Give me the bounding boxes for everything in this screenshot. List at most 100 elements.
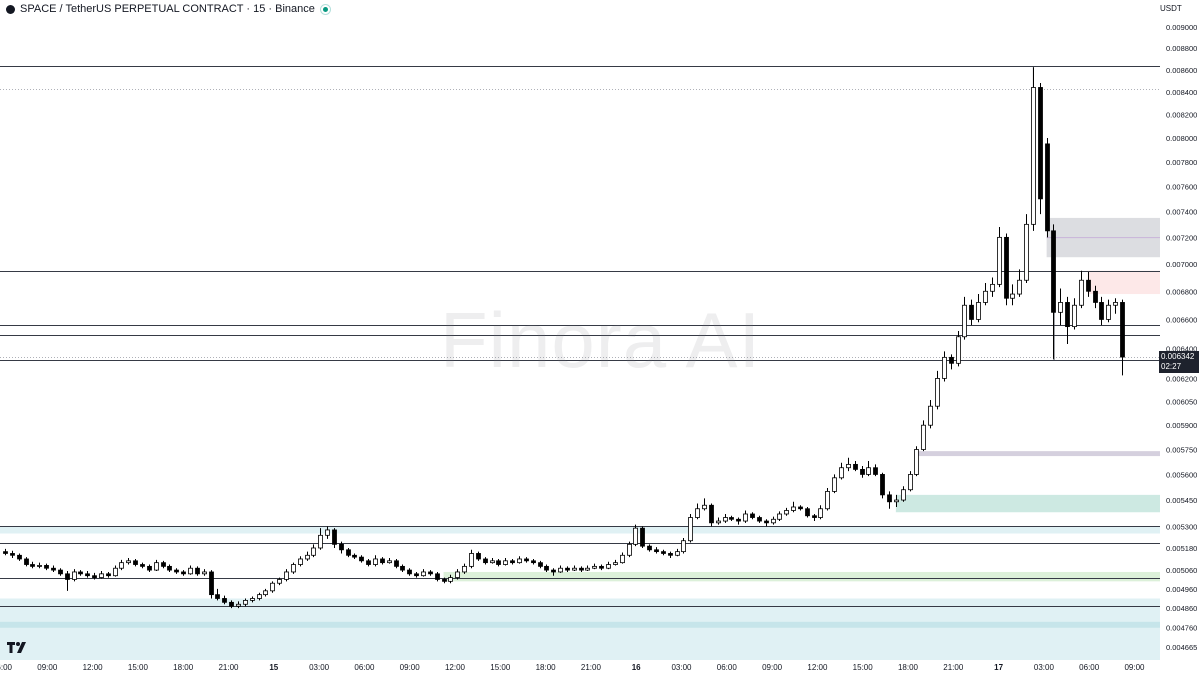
candle (215, 588, 220, 601)
candle (942, 351, 947, 382)
candle (394, 558, 399, 569)
candle-body-up (305, 554, 310, 560)
candle (503, 558, 508, 566)
candle (825, 488, 830, 511)
candle (496, 558, 501, 567)
candle-body-down (380, 558, 385, 564)
candle (476, 551, 481, 561)
candle (366, 558, 371, 567)
candle-body-down (551, 569, 556, 573)
candle (962, 296, 967, 340)
candle (332, 528, 337, 548)
candle-body-down (812, 515, 817, 518)
tradingview-logo[interactable] (7, 641, 29, 659)
candle (24, 557, 29, 567)
candle-body-up (1072, 304, 1077, 328)
candle-body-up (572, 567, 577, 571)
candle-body-down (195, 567, 200, 575)
candle (997, 226, 1002, 288)
candle (435, 571, 440, 582)
candle-body-down (339, 543, 344, 551)
candle-body-down (222, 598, 227, 603)
candle-body-up (1024, 223, 1029, 281)
candle-body-up (37, 565, 42, 567)
candle-body-down (400, 565, 405, 571)
watermark: Finora AI (440, 296, 762, 384)
candle-body-down (394, 560, 399, 567)
candle (716, 517, 721, 525)
price-tick-label: 0.005450 (1166, 496, 1197, 505)
time-tick-label: 18:00 (173, 663, 194, 672)
candle-body-up (517, 558, 522, 564)
candle-body-down (442, 579, 447, 582)
time-tick-label: 21:00 (218, 663, 239, 672)
candle-body-up (558, 567, 563, 573)
price-tick-label: 0.005180 (1166, 544, 1197, 553)
candle (866, 461, 871, 477)
candle-body-up (202, 571, 207, 575)
time-axis[interactable]: 06:00 09:00 12:00 15:00 18:00 21:00 15 03:00 06:… (0, 663, 1145, 672)
candle (928, 399, 933, 429)
candle (627, 541, 632, 558)
candle-body-up (469, 553, 474, 567)
chart-header[interactable]: SPACE / TetherUS PERPETUAL CONTRACT · 15… (6, 3, 331, 15)
candle-body-down (58, 569, 63, 575)
candle (853, 461, 858, 472)
zone (0, 606, 1160, 660)
candle (983, 282, 988, 306)
candle (78, 570, 83, 576)
candle (442, 577, 447, 584)
price-tick-label: 0.006050 (1166, 398, 1197, 407)
price-tick-label: 0.008400 (1166, 88, 1197, 97)
candle-body-down (65, 573, 70, 580)
currency-label: USDT (1160, 4, 1182, 13)
candle (58, 568, 63, 576)
candle-body-down (729, 517, 734, 520)
candle (921, 420, 926, 452)
candle (263, 588, 268, 597)
candles-layer (3, 67, 1125, 609)
candle (298, 556, 303, 567)
candle (1051, 224, 1056, 359)
candle-body-up (318, 534, 323, 549)
candle-body-down (346, 549, 351, 556)
candle (51, 565, 56, 572)
candle (736, 517, 741, 525)
candle (551, 568, 556, 576)
candle-body-down (17, 554, 22, 560)
candle-body-down (880, 474, 885, 496)
candle (661, 549, 666, 556)
candle (558, 565, 563, 573)
time-tick-label: 15:00 (853, 663, 874, 672)
last-price-value: 0.006342 (1161, 352, 1195, 362)
candle (119, 559, 124, 571)
candle-body-up (990, 283, 995, 292)
candle (490, 558, 495, 564)
candle-body-up (921, 424, 926, 450)
candle (668, 551, 673, 559)
candle-body-down (85, 573, 90, 577)
candle (723, 513, 728, 523)
candle-body-up (448, 577, 453, 582)
candle-body-up (387, 560, 392, 564)
candle-body-up (1113, 302, 1118, 306)
zone (443, 571, 1161, 582)
candle (455, 569, 460, 580)
candle (113, 565, 118, 577)
candle-body-down (599, 565, 604, 569)
zone (0, 598, 1160, 607)
candle (914, 446, 919, 477)
candle (188, 565, 193, 575)
candle (517, 556, 522, 564)
candle (702, 498, 707, 511)
candle-body-up (119, 562, 124, 569)
candle (448, 574, 453, 584)
candle-body-up (263, 590, 268, 596)
price-axis[interactable]: 0.009000 0.008800 0.008600 0.008400 0.008200… (1166, 23, 1197, 652)
candle-body-down (969, 304, 974, 320)
candle (524, 557, 529, 563)
candle (147, 564, 152, 572)
candle-body-up (1010, 293, 1015, 299)
candle-body-up (791, 506, 796, 511)
